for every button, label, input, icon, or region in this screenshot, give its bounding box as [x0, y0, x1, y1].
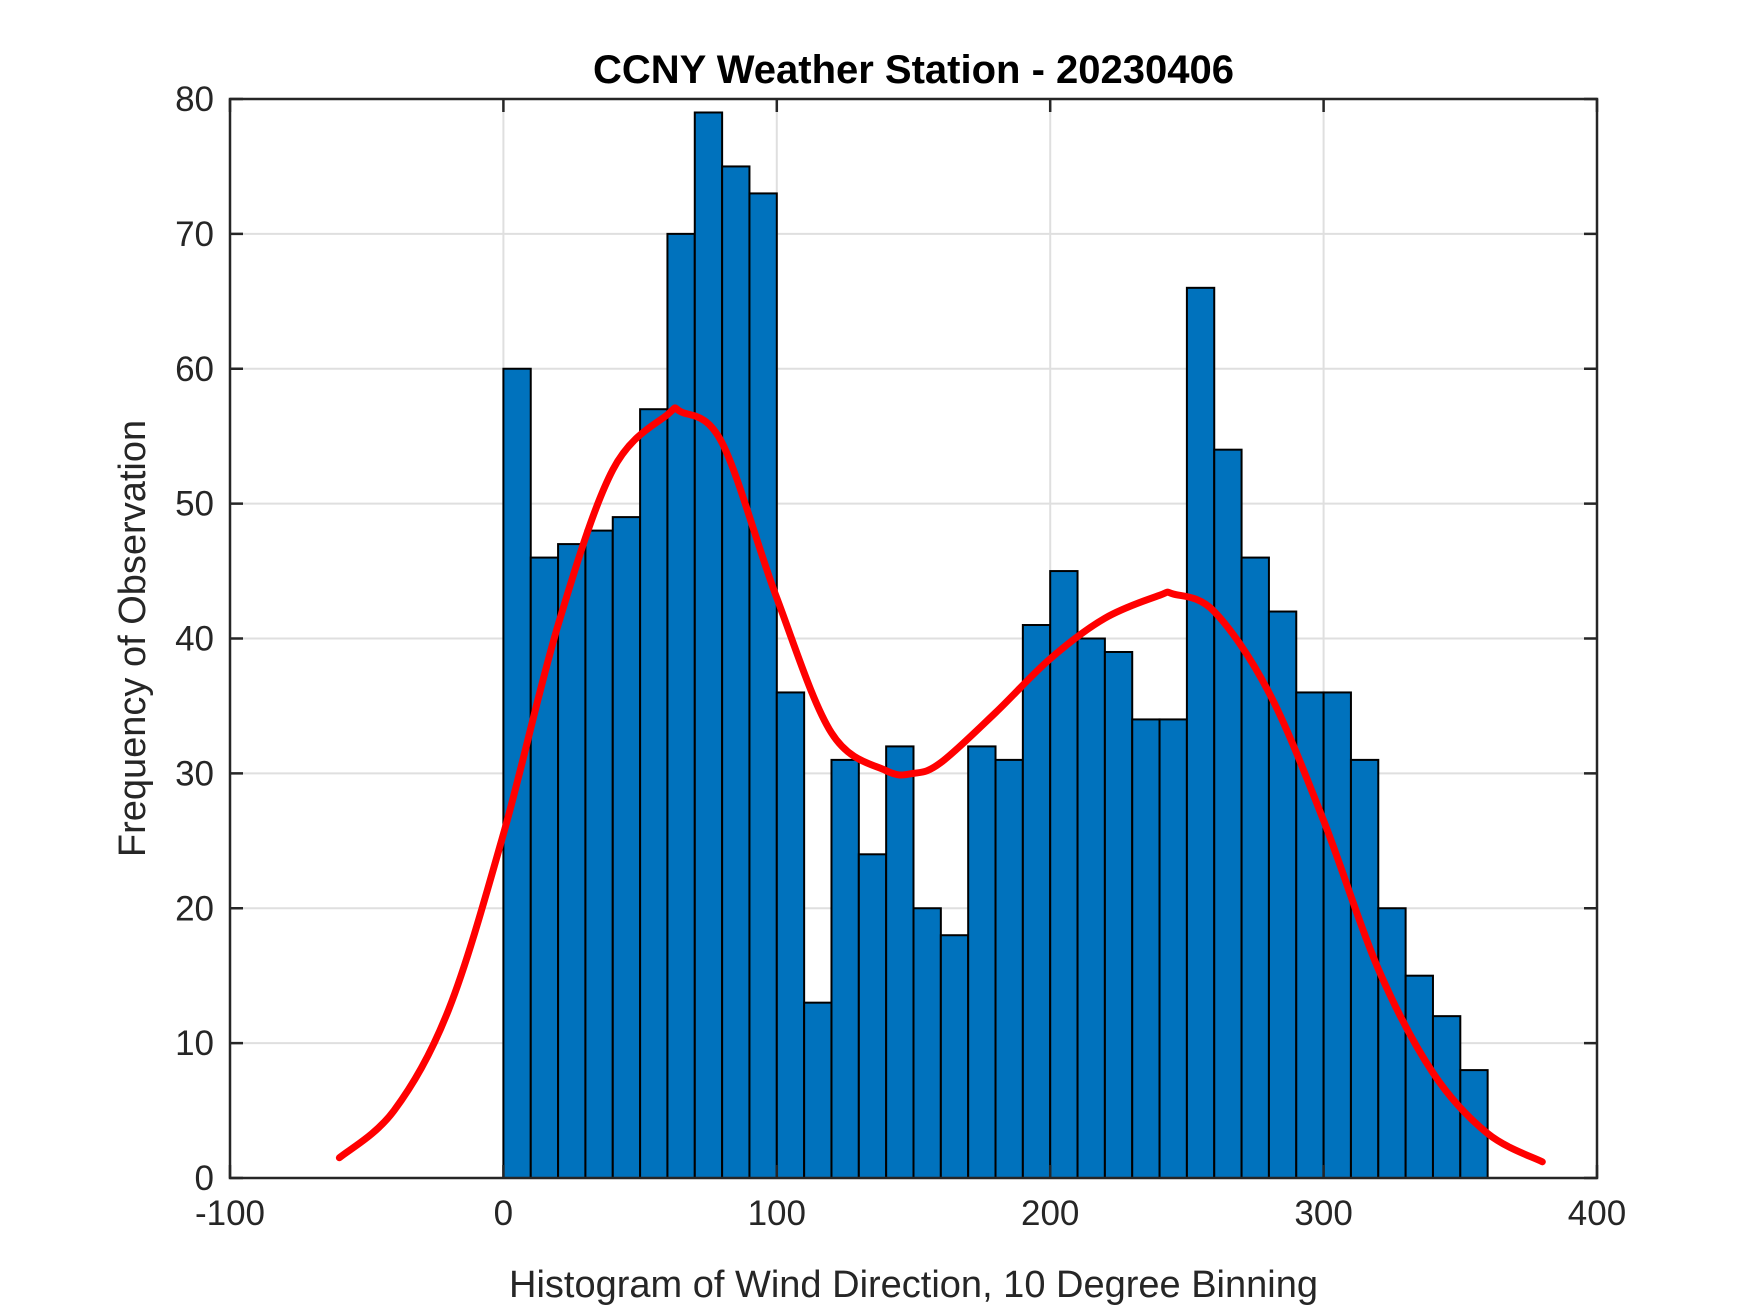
histogram-bar	[967, 745, 997, 1180]
histogram-bar	[1131, 718, 1161, 1179]
y-tick-label: 40	[175, 620, 214, 659]
y-tick-label: 0	[195, 1159, 214, 1198]
y-tick-label: 70	[175, 215, 214, 254]
histogram-bar	[748, 192, 778, 1180]
x-tick-label: 200	[1021, 1194, 1079, 1233]
histogram-bar	[666, 232, 696, 1179]
histogram-bar	[912, 907, 942, 1179]
y-axis-label: Frequency of Observation	[112, 420, 154, 857]
histogram-bar	[1076, 637, 1106, 1179]
y-tick-label: 10	[175, 1024, 214, 1063]
histogram-bar	[693, 111, 724, 1179]
y-tick-label: 60	[175, 350, 214, 389]
histogram-bar	[611, 516, 642, 1179]
histogram-bar	[1158, 718, 1188, 1179]
y-tick-label: 20	[175, 889, 214, 928]
histogram-bar	[939, 934, 970, 1179]
histogram-bar	[994, 758, 1024, 1179]
histogram-bars	[502, 111, 1489, 1180]
histogram-bar	[639, 408, 669, 1179]
histogram-bar	[1322, 691, 1352, 1179]
histogram-bar	[1213, 448, 1243, 1179]
y-tick-label: 50	[175, 485, 214, 524]
histogram-bar	[830, 758, 860, 1179]
histogram-bar	[1103, 650, 1134, 1179]
histogram-bar	[1049, 570, 1079, 1179]
fit-curve-line	[335, 404, 1546, 1166]
x-axis-label: Histogram of Wind Direction, 10 Degree B…	[509, 1264, 1318, 1306]
x-tick-label: -100	[195, 1194, 265, 1233]
x-tick-label: 0	[494, 1194, 513, 1233]
histogram-bar	[885, 745, 915, 1180]
histogram-bar	[1404, 974, 1434, 1179]
histogram-bar	[1021, 624, 1052, 1179]
axes	[228, 97, 1599, 1180]
y-tick-label: 30	[175, 754, 214, 793]
x-tick-label: 300	[1294, 1194, 1352, 1233]
histogram-bar	[584, 529, 614, 1179]
histogram-bar	[775, 691, 806, 1179]
x-tick-label: 400	[1568, 1194, 1626, 1233]
fit-curve-layer	[335, 404, 1546, 1166]
histogram-bar	[857, 853, 888, 1179]
x-tick-label: 100	[748, 1194, 806, 1233]
histogram-bar	[1185, 286, 1216, 1179]
y-tick-label: 80	[175, 80, 214, 119]
histogram-bar	[1377, 907, 1407, 1179]
chart-title: CCNY Weather Station - 20230406	[593, 48, 1234, 92]
histogram-bar	[721, 165, 751, 1179]
histogram-bar	[803, 1001, 833, 1179]
histogram-bar	[557, 543, 587, 1179]
histogram-bar	[1349, 758, 1380, 1179]
